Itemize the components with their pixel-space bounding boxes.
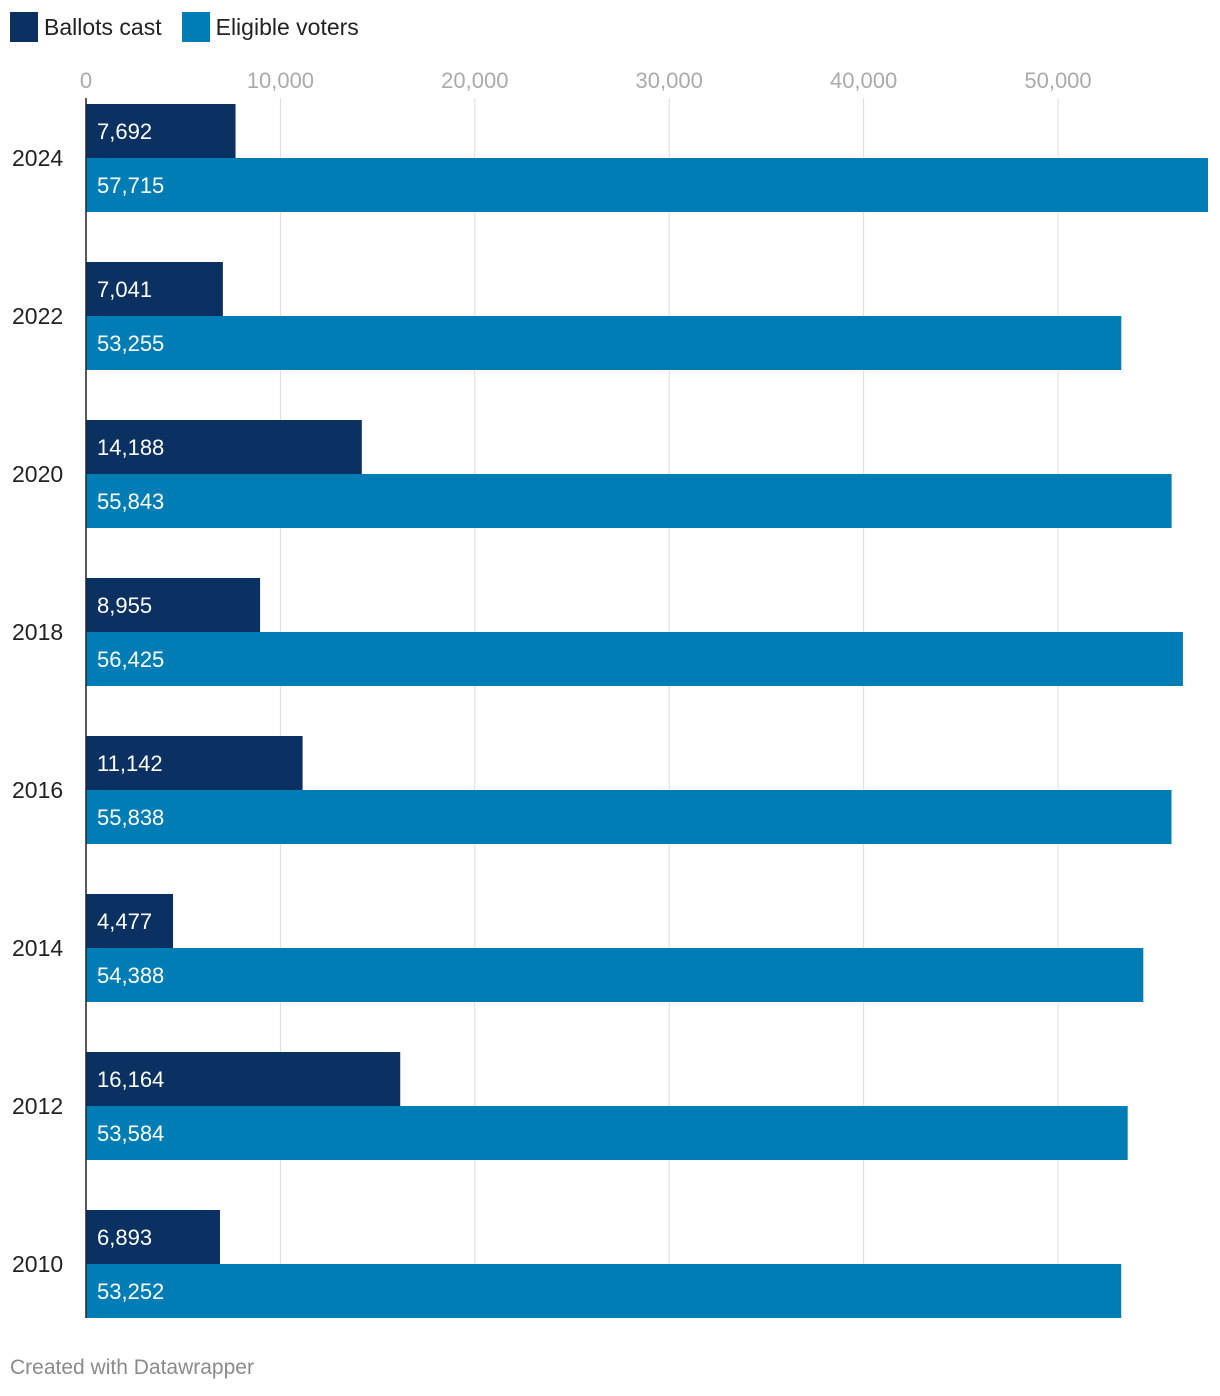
data-label: 53,252 <box>97 1279 164 1304</box>
footer-credit: Created with Datawrapper <box>10 1356 254 1379</box>
data-label: 6,893 <box>97 1225 152 1250</box>
data-label: 7,041 <box>97 277 152 302</box>
y-category-label: 2014 <box>12 935 63 961</box>
bar-eligible-voters <box>86 1106 1128 1160</box>
y-category-label: 2010 <box>12 1251 63 1277</box>
data-label: 7,692 <box>97 119 152 144</box>
legend-swatch-ballots-cast <box>10 12 38 42</box>
legend-item-ballots-cast: Ballots cast <box>10 12 162 42</box>
bar-eligible-voters <box>86 1264 1122 1318</box>
data-label: 11,142 <box>97 751 163 776</box>
y-category-label: 2012 <box>12 1093 63 1119</box>
y-category-label: 2020 <box>12 461 63 487</box>
data-label: 8,955 <box>97 593 152 618</box>
data-label: 4,477 <box>97 909 152 934</box>
x-tick-label: 40,000 <box>830 68 897 93</box>
legend-swatch-eligible-voters <box>181 12 210 42</box>
bar-ballots-cast <box>86 894 174 948</box>
bar-eligible-voters <box>86 158 1208 212</box>
x-tick-label: 30,000 <box>636 68 703 93</box>
data-label: 53,255 <box>97 331 164 356</box>
y-category-label: 2022 <box>12 303 63 329</box>
x-tick-label: 50,000 <box>1024 68 1091 93</box>
bar-ballots-cast <box>86 736 303 790</box>
legend-label-ballots-cast: Ballots cast <box>44 13 162 40</box>
legend: Ballots cast Eligible voters <box>10 11 379 43</box>
y-category-label: 2024 <box>12 145 63 171</box>
data-label: 14,188 <box>97 435 164 460</box>
bar-ballots-cast <box>86 104 236 158</box>
x-tick-label: 0 <box>80 68 92 93</box>
y-category-label: 2018 <box>12 619 63 645</box>
bar-eligible-voters <box>86 948 1144 1002</box>
bar-eligible-voters <box>86 474 1172 528</box>
data-label: 55,843 <box>97 489 164 514</box>
data-label: 53,584 <box>97 1121 164 1146</box>
x-tick-label: 20,000 <box>441 68 508 93</box>
data-label: 55,838 <box>97 805 164 830</box>
bar-ballots-cast <box>86 1210 221 1264</box>
data-label: 56,425 <box>97 647 164 672</box>
y-category-label: 2016 <box>12 777 63 803</box>
bar-eligible-voters <box>86 790 1172 844</box>
x-tick-label: 10,000 <box>247 68 314 93</box>
data-label: 16,164 <box>97 1067 164 1092</box>
legend-label-eligible-voters: Eligible voters <box>215 13 359 40</box>
bar-eligible-voters <box>86 632 1183 686</box>
bar-ballots-cast <box>86 262 223 316</box>
bar-ballots-cast <box>86 1052 401 1106</box>
data-label: 54,388 <box>97 963 164 988</box>
legend-item-eligible-voters: Eligible voters <box>181 12 359 42</box>
bar-eligible-voters <box>86 316 1122 370</box>
bar-ballots-cast <box>86 578 261 632</box>
bar-ballots-cast <box>86 420 362 474</box>
data-label: 57,715 <box>97 173 164 198</box>
